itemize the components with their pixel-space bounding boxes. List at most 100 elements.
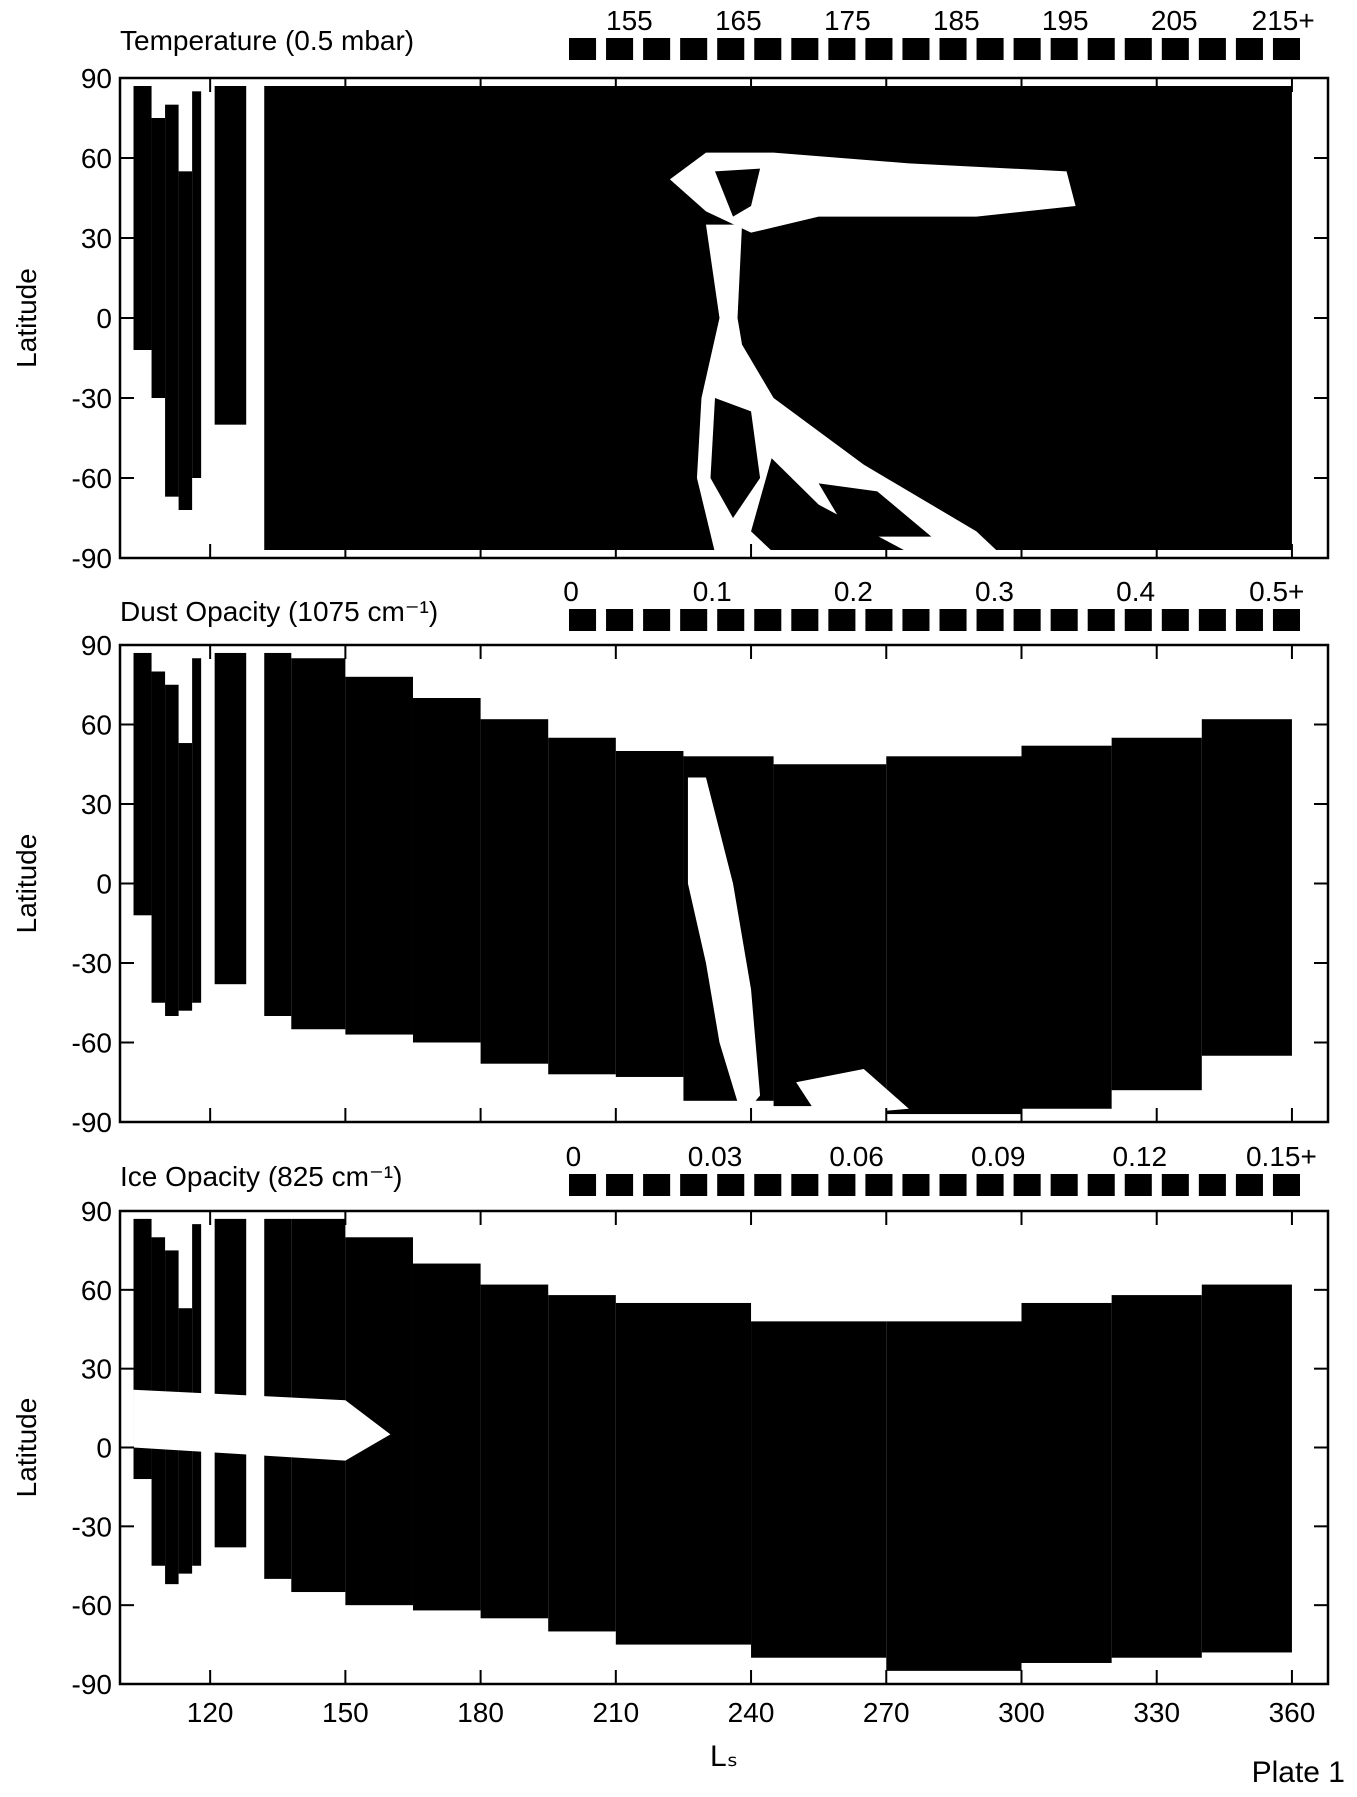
low-value-region bbox=[796, 1069, 909, 1117]
y-tick-label: 30 bbox=[81, 789, 112, 820]
colorbar-swatch bbox=[865, 1174, 893, 1196]
high-value-region bbox=[710, 398, 761, 518]
colorbar-swatch bbox=[643, 38, 671, 60]
colorbar-swatch bbox=[1161, 1174, 1189, 1196]
y-axis-label: Latitude bbox=[11, 268, 42, 368]
colorbar-swatch bbox=[680, 609, 708, 631]
colorbar-tick-label: 0.03 bbox=[688, 1141, 743, 1172]
data-column bbox=[615, 751, 684, 1077]
plot-area bbox=[133, 652, 1292, 1117]
colorbar-swatch bbox=[791, 38, 819, 60]
x-tick-label: 120 bbox=[187, 1697, 234, 1728]
data-column bbox=[548, 737, 616, 1075]
colorbar-tick-label: 0.2 bbox=[834, 576, 873, 607]
y-tick-label: -30 bbox=[72, 948, 112, 979]
y-tick-label: 90 bbox=[81, 630, 112, 661]
colorbar-tick-label: 165 bbox=[715, 5, 762, 36]
y-tick-label: 0 bbox=[96, 303, 112, 334]
colorbar-tick-label: 0.06 bbox=[829, 1141, 884, 1172]
colorbar-swatch bbox=[606, 609, 634, 631]
x-tick-label: 360 bbox=[1269, 1697, 1316, 1728]
low-value-region bbox=[669, 152, 1076, 233]
colorbar-swatch bbox=[1124, 1174, 1152, 1196]
colorbar-swatch bbox=[754, 609, 782, 631]
colorbar-tick-label: 185 bbox=[933, 5, 980, 36]
data-column bbox=[1021, 1302, 1112, 1663]
data-column bbox=[214, 86, 247, 425]
colorbar-swatch bbox=[1272, 609, 1300, 631]
x-tick-label: 150 bbox=[322, 1697, 369, 1728]
colorbar-swatch bbox=[1161, 38, 1189, 60]
colorbar-tick-label: 0 bbox=[566, 1141, 582, 1172]
x-tick-label: 330 bbox=[1133, 1697, 1180, 1728]
panel-title: Ice Opacity (825 cm⁻¹) bbox=[120, 1161, 402, 1192]
colorbar-tick-label: 0.4 bbox=[1116, 576, 1155, 607]
colorbar-swatch bbox=[643, 609, 671, 631]
colorbar-swatch bbox=[1087, 38, 1115, 60]
colorbar-swatch bbox=[1124, 609, 1152, 631]
y-tick-label: 0 bbox=[96, 869, 112, 900]
colorbar-swatch bbox=[939, 38, 967, 60]
data-column bbox=[165, 104, 179, 497]
data-column bbox=[548, 1295, 616, 1632]
data-column bbox=[615, 1302, 752, 1645]
y-tick-label: -90 bbox=[72, 1669, 112, 1700]
colorbar-tick-label: 0.3 bbox=[975, 576, 1014, 607]
colorbar-swatch bbox=[902, 609, 930, 631]
data-column bbox=[773, 764, 887, 1107]
colorbar-swatch bbox=[1124, 38, 1152, 60]
colorbar-swatch bbox=[976, 38, 1004, 60]
plot-area bbox=[133, 86, 1292, 553]
data-column bbox=[1021, 745, 1112, 1109]
colorbar-swatch bbox=[791, 1174, 819, 1196]
colorbar-swatch bbox=[569, 1174, 597, 1196]
colorbar-swatch bbox=[1272, 1174, 1300, 1196]
x-tick-label: 270 bbox=[863, 1697, 910, 1728]
y-tick-label: -60 bbox=[72, 1590, 112, 1621]
colorbar-swatch bbox=[606, 38, 634, 60]
colorbar-swatch bbox=[865, 38, 893, 60]
colorbar-swatch bbox=[939, 1174, 967, 1196]
colorbar-swatch bbox=[791, 609, 819, 631]
colorbar-tick-label: 205 bbox=[1151, 5, 1198, 36]
colorbar-swatch bbox=[1235, 38, 1263, 60]
colorbar-swatch bbox=[1087, 1174, 1115, 1196]
colorbar-swatch bbox=[1198, 38, 1226, 60]
data-column bbox=[192, 658, 202, 1003]
y-tick-label: 60 bbox=[81, 710, 112, 741]
colorbar-swatch bbox=[1013, 38, 1041, 60]
y-tick-label: 30 bbox=[81, 223, 112, 254]
colorbar-swatch bbox=[717, 38, 745, 60]
colorbar-swatch bbox=[828, 609, 856, 631]
colorbar-swatch bbox=[865, 609, 893, 631]
data-column bbox=[1111, 1295, 1202, 1658]
y-axis-label: Latitude bbox=[11, 834, 42, 934]
colorbar-swatch bbox=[643, 1174, 671, 1196]
colorbar-swatch bbox=[680, 38, 708, 60]
colorbar-tick-label: 155 bbox=[606, 5, 653, 36]
data-column bbox=[1201, 719, 1292, 1056]
data-column bbox=[133, 652, 152, 916]
colorbar-swatch bbox=[1050, 1174, 1078, 1196]
colorbar-tick-label: 175 bbox=[824, 5, 871, 36]
y-tick-label: -90 bbox=[72, 543, 112, 574]
colorbar-swatch bbox=[754, 38, 782, 60]
colorbar-swatch bbox=[1161, 609, 1189, 631]
y-tick-label: 60 bbox=[81, 143, 112, 174]
y-tick-label: 90 bbox=[81, 63, 112, 94]
data-column bbox=[214, 652, 247, 985]
data-column bbox=[480, 719, 549, 1064]
data-column bbox=[886, 756, 1022, 1115]
data-column bbox=[291, 658, 346, 1030]
colorbar-tick-label: 0.09 bbox=[971, 1141, 1026, 1172]
data-column bbox=[345, 676, 413, 1035]
colorbar-tick-label: 0 bbox=[563, 576, 579, 607]
colorbar-swatch bbox=[1087, 609, 1115, 631]
colorbar-swatch bbox=[754, 1174, 782, 1196]
data-column bbox=[751, 1321, 887, 1658]
data-column bbox=[151, 671, 166, 1003]
colorbar-swatch bbox=[976, 1174, 1004, 1196]
data-column bbox=[412, 698, 481, 1043]
y-tick-label: -30 bbox=[72, 1511, 112, 1542]
